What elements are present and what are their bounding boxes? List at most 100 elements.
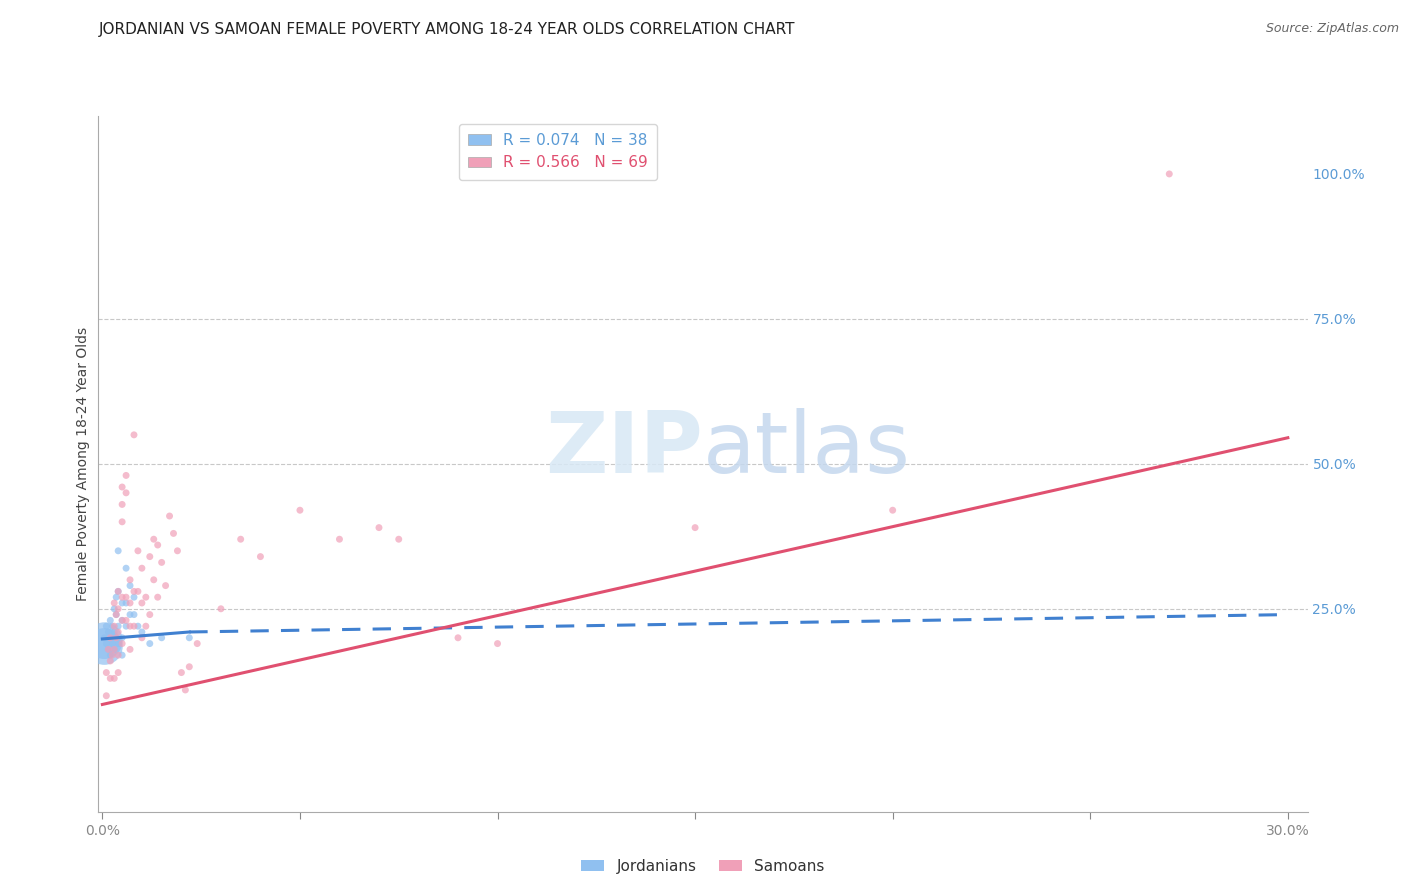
Point <box>882 503 904 517</box>
Point <box>131 624 153 639</box>
Point <box>105 631 128 645</box>
Point <box>131 596 153 610</box>
Point <box>388 532 411 546</box>
Text: JORDANIAN VS SAMOAN FEMALE POVERTY AMONG 18-24 YEAR OLDS CORRELATION CHART: JORDANIAN VS SAMOAN FEMALE POVERTY AMONG… <box>98 22 794 37</box>
Point <box>107 544 129 558</box>
Point <box>142 532 165 546</box>
Point <box>93 631 115 645</box>
Point <box>115 596 138 610</box>
Point <box>96 619 118 633</box>
Point <box>107 602 129 616</box>
Text: ZIP: ZIP <box>546 409 703 491</box>
Point <box>96 665 118 680</box>
Point <box>105 631 128 645</box>
Point <box>101 648 124 662</box>
Point <box>118 619 141 633</box>
Point <box>98 671 121 685</box>
Point <box>115 561 138 575</box>
Point <box>139 637 162 651</box>
Point <box>118 596 141 610</box>
Point <box>111 596 134 610</box>
Point <box>229 532 252 546</box>
Point <box>115 614 138 628</box>
Point <box>98 614 121 628</box>
Point <box>186 637 208 651</box>
Point <box>146 591 169 605</box>
Point <box>111 614 134 628</box>
Point <box>107 637 129 651</box>
Point <box>166 544 188 558</box>
Point <box>98 648 121 662</box>
Point <box>142 573 165 587</box>
Point <box>111 648 134 662</box>
Point <box>103 596 125 610</box>
Point <box>127 584 149 599</box>
Point <box>93 633 115 648</box>
Point <box>111 480 134 494</box>
Point <box>170 665 193 680</box>
Point <box>107 584 129 599</box>
Point <box>103 642 125 657</box>
Point <box>150 555 173 570</box>
Point <box>135 619 157 633</box>
Point <box>118 579 141 593</box>
Point <box>111 637 134 651</box>
Point <box>101 619 124 633</box>
Point <box>127 619 149 633</box>
Point <box>98 654 121 668</box>
Point <box>135 591 157 605</box>
Legend: Jordanians, Samoans: Jordanians, Samoans <box>575 853 831 880</box>
Point <box>105 607 128 622</box>
Point <box>288 503 311 517</box>
Point <box>155 579 177 593</box>
Point <box>98 631 121 645</box>
Point <box>683 521 706 535</box>
Point <box>174 683 197 698</box>
Point <box>96 689 118 703</box>
Text: atlas: atlas <box>703 409 911 491</box>
Y-axis label: Female Poverty Among 18-24 Year Olds: Female Poverty Among 18-24 Year Olds <box>76 326 90 601</box>
Point <box>93 640 115 654</box>
Point <box>146 538 169 552</box>
Point <box>103 624 125 639</box>
Point <box>139 549 162 564</box>
Point <box>139 607 162 622</box>
Point <box>105 607 128 622</box>
Point <box>115 468 138 483</box>
Point <box>103 619 125 633</box>
Point <box>122 428 145 442</box>
Point <box>122 591 145 605</box>
Point <box>179 631 201 645</box>
Point <box>98 631 121 645</box>
Point <box>97 642 120 657</box>
Point <box>103 671 125 685</box>
Point <box>96 637 118 651</box>
Point <box>131 561 153 575</box>
Point <box>118 573 141 587</box>
Point <box>127 544 149 558</box>
Point <box>107 619 129 633</box>
Point <box>122 619 145 633</box>
Point <box>131 631 153 645</box>
Point <box>97 624 120 639</box>
Point <box>486 637 509 651</box>
Point <box>162 526 184 541</box>
Point <box>97 642 120 657</box>
Point <box>111 515 134 529</box>
Point <box>111 631 134 645</box>
Point <box>107 648 129 662</box>
Point <box>118 642 141 657</box>
Point <box>115 485 138 500</box>
Point <box>107 584 129 599</box>
Point <box>107 624 129 639</box>
Point <box>111 614 134 628</box>
Point <box>447 631 470 645</box>
Point <box>105 591 128 605</box>
Point <box>107 665 129 680</box>
Point <box>103 602 125 616</box>
Point <box>368 521 391 535</box>
Point <box>115 619 138 633</box>
Legend: R = 0.074   N = 38, R = 0.566   N = 69: R = 0.074 N = 38, R = 0.566 N = 69 <box>458 124 657 179</box>
Point <box>179 660 201 674</box>
Point <box>1159 167 1181 181</box>
